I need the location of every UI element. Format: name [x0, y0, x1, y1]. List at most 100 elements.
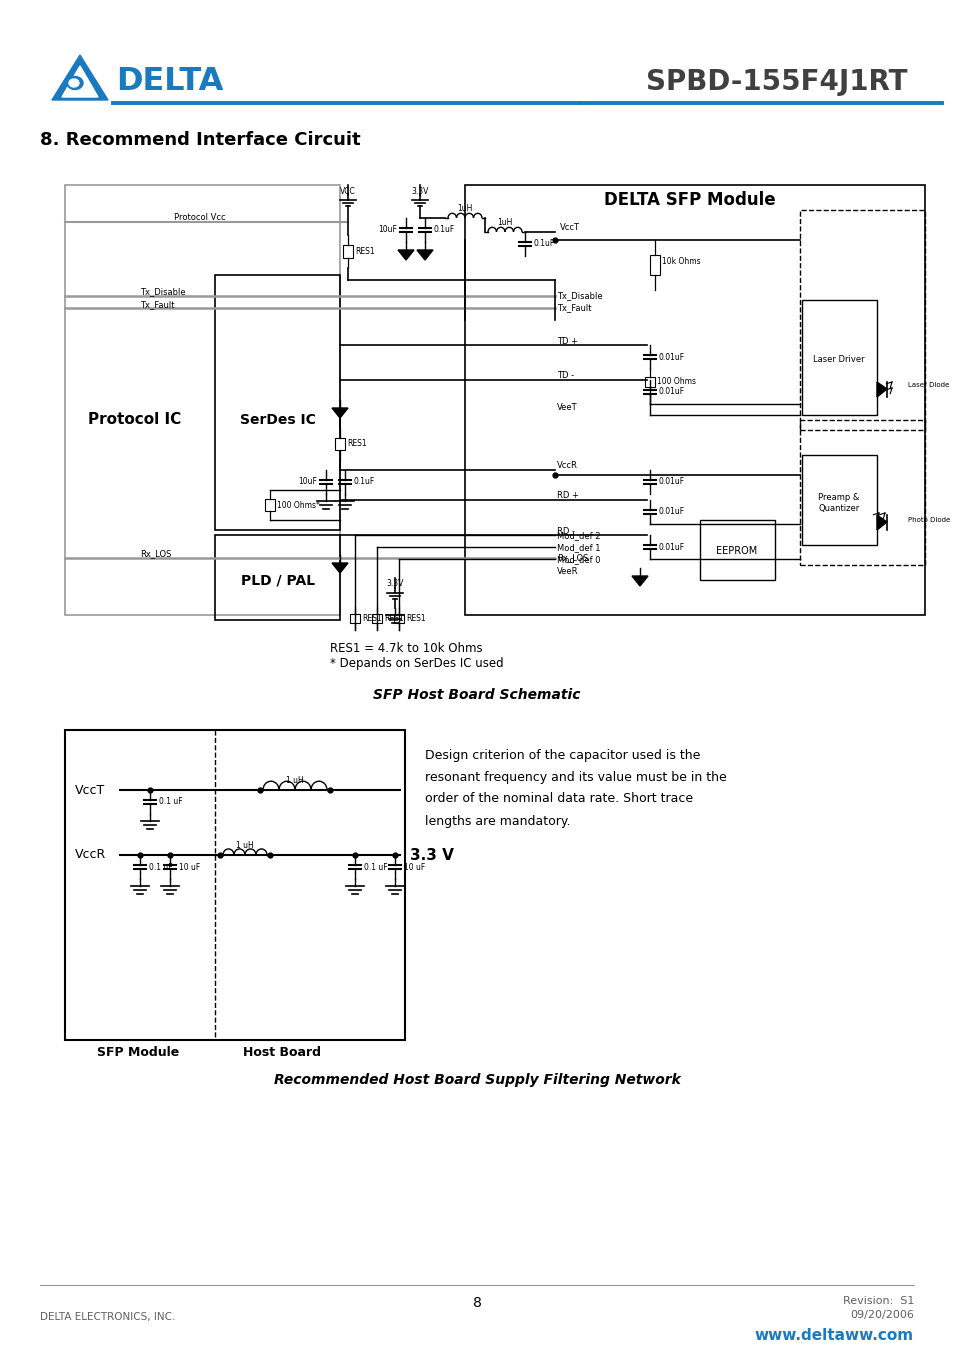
Bar [372, 613, 381, 623]
Bar [65, 730, 405, 1040]
Text: DELTA SFP Module: DELTA SFP Module [603, 190, 775, 209]
Text: order of the nominal data rate. Short trace: order of the nominal data rate. Short tr… [424, 793, 693, 805]
Bar [394, 613, 403, 623]
Text: 0.01uF: 0.01uF [659, 353, 684, 362]
Text: 1uH: 1uH [497, 218, 512, 227]
Text: RES1: RES1 [355, 247, 375, 255]
Text: Rx_LOS: Rx_LOS [140, 550, 172, 558]
Text: RES1 = 4.7k to 10k Ohms: RES1 = 4.7k to 10k Ohms [330, 642, 482, 654]
Text: 0.1 uF: 0.1 uF [159, 797, 182, 807]
Bar [214, 276, 339, 530]
Text: 10 uF: 10 uF [403, 862, 425, 871]
Text: PLD / PAL: PLD / PAL [241, 573, 314, 586]
Text: Rx_LOS: Rx_LOS [557, 554, 588, 562]
Bar [800, 420, 924, 565]
Text: VccR: VccR [557, 462, 578, 470]
Text: Host Board: Host Board [243, 1046, 320, 1058]
Text: Laser Driver: Laser Driver [812, 355, 864, 365]
Bar [801, 455, 876, 544]
Text: 0.1uF: 0.1uF [354, 477, 375, 486]
Polygon shape [332, 563, 348, 573]
Bar [644, 377, 655, 388]
Text: RES1: RES1 [361, 613, 381, 623]
Text: 1uH: 1uH [456, 204, 472, 213]
Text: SFP Module: SFP Module [97, 1046, 179, 1058]
Text: 0.1 uF: 0.1 uF [364, 862, 387, 871]
Text: RES1: RES1 [347, 439, 366, 449]
Polygon shape [52, 55, 108, 100]
Text: 100 Ohms: 100 Ohms [657, 377, 696, 386]
Text: Recommended Host Board Supply Filtering Network: Recommended Host Board Supply Filtering … [274, 1073, 679, 1088]
Text: TD -: TD - [557, 372, 574, 381]
Text: 10k Ohms: 10k Ohms [661, 258, 700, 266]
Text: 1 uH: 1 uH [236, 842, 253, 850]
Text: lengths are mandatory.: lengths are mandatory. [424, 815, 570, 828]
Bar [800, 209, 924, 430]
Text: SFP Host Board Schematic: SFP Host Board Schematic [373, 688, 580, 703]
Text: VccR: VccR [75, 848, 106, 862]
Text: Protocol IC: Protocol IC [89, 412, 181, 427]
Text: DELTA: DELTA [116, 66, 223, 97]
Text: 10 uF: 10 uF [179, 862, 200, 871]
Polygon shape [631, 576, 647, 586]
Text: DELTA ELECTRONICS, INC.: DELTA ELECTRONICS, INC. [40, 1312, 175, 1323]
Text: Mod_def 0: Mod_def 0 [557, 555, 599, 565]
Text: 10uF: 10uF [377, 226, 396, 235]
Text: RES1: RES1 [406, 613, 425, 623]
Text: 0.01uF: 0.01uF [659, 388, 684, 396]
Text: 09/20/2006: 09/20/2006 [849, 1310, 913, 1320]
Text: RES1: RES1 [384, 613, 403, 623]
Text: Tx_Fault: Tx_Fault [140, 300, 174, 309]
Polygon shape [416, 250, 433, 259]
Bar [335, 438, 345, 450]
Text: Tx_Fault: Tx_Fault [557, 304, 591, 312]
Text: 3.3V: 3.3V [386, 580, 403, 589]
Text: Mod_def 2: Mod_def 2 [557, 531, 599, 540]
Bar [265, 499, 274, 511]
Bar [65, 185, 339, 615]
Bar [464, 185, 924, 615]
Text: EEPROM: EEPROM [716, 546, 757, 557]
Text: 1 uH: 1 uH [286, 775, 304, 785]
Bar [700, 520, 774, 580]
Bar [214, 535, 339, 620]
Text: VCC: VCC [340, 186, 355, 196]
Text: VccT: VccT [75, 784, 105, 797]
Text: 3.3V: 3.3V [411, 186, 428, 196]
Polygon shape [397, 250, 414, 259]
Text: SPBD-155F4J1RT: SPBD-155F4J1RT [646, 68, 907, 96]
Text: VeeR: VeeR [557, 567, 578, 577]
Text: Mod_def 1: Mod_def 1 [557, 543, 599, 553]
Text: 3.3 V: 3.3 V [410, 847, 454, 862]
Text: Photo Diode: Photo Diode [907, 517, 949, 523]
Text: Revision:  S1: Revision: S1 [841, 1296, 913, 1306]
Text: Preamp &
Quantizer: Preamp & Quantizer [818, 493, 859, 512]
Text: 8: 8 [472, 1296, 481, 1310]
Text: VccT: VccT [559, 223, 579, 232]
Bar [350, 613, 359, 623]
Text: 8. Recommend Interface Circuit: 8. Recommend Interface Circuit [40, 131, 360, 149]
Polygon shape [876, 382, 886, 397]
Text: resonant frequency and its value must be in the: resonant frequency and its value must be… [424, 770, 726, 784]
Polygon shape [332, 408, 348, 417]
Ellipse shape [69, 78, 79, 86]
Text: 0.1uF: 0.1uF [434, 226, 455, 235]
Text: 0.01uF: 0.01uF [659, 477, 684, 486]
Text: 0.01uF: 0.01uF [659, 543, 684, 551]
Text: SerDes IC: SerDes IC [240, 413, 315, 427]
Text: 0.1 uF: 0.1 uF [149, 862, 172, 871]
Polygon shape [62, 66, 98, 97]
Text: TD +: TD + [557, 336, 578, 346]
Text: Protocol Vcc: Protocol Vcc [174, 213, 226, 223]
Text: VeeT: VeeT [557, 404, 577, 412]
Text: Design criterion of the capacitor used is the: Design criterion of the capacitor used i… [424, 748, 700, 762]
Ellipse shape [67, 77, 83, 89]
Text: RD +: RD + [557, 492, 578, 500]
Text: 100 Ohms*: 100 Ohms* [276, 500, 319, 509]
Bar [343, 245, 353, 258]
Text: 0.01uF: 0.01uF [659, 508, 684, 516]
Text: RD -: RD - [557, 527, 575, 535]
Bar [801, 300, 876, 415]
Text: Tx_Disable: Tx_Disable [140, 288, 186, 296]
Text: Laser Diode: Laser Diode [907, 382, 948, 388]
